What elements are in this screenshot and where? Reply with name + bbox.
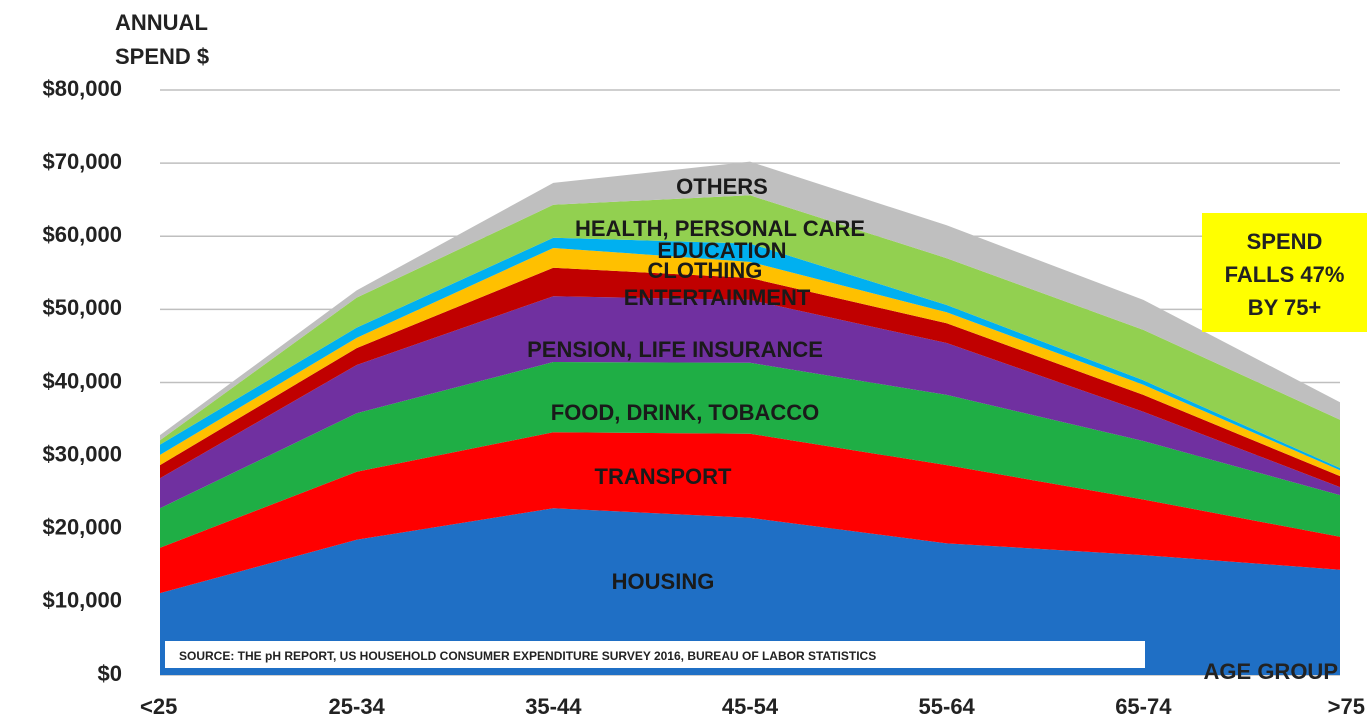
area-segment (160, 362, 1340, 548)
area-label: HEALTH, PERSONAL CARE (575, 216, 865, 241)
source-note: SOURCE: THE pH REPORT, US HOUSEHOLD CONS… (165, 641, 1145, 668)
area-label: EDUCATION (657, 238, 786, 263)
area-label: HOUSING (612, 569, 715, 594)
area-segment (160, 296, 1340, 509)
y-tick-label: $50,000 (42, 295, 122, 320)
x-tick-label: <25 (140, 694, 177, 719)
area-label: ENTERTAINMENT (624, 285, 811, 310)
area-segment (160, 267, 1340, 488)
annotation: SPEND FALLS 47% BY 75+ (1202, 213, 1367, 332)
y-tick-label: $20,000 (42, 515, 122, 540)
area-segment (160, 195, 1340, 469)
y-tick-label: $40,000 (42, 368, 122, 393)
y-tick-label: $60,000 (42, 222, 122, 247)
y-tick-label: $70,000 (42, 149, 122, 174)
area-segment (160, 508, 1340, 675)
y-tick-label: $10,000 (42, 588, 122, 613)
x-tick-label: 25-34 (329, 694, 386, 719)
x-axis-label: AGE GROUP (1204, 659, 1338, 684)
area-label: CLOTHING (648, 258, 763, 283)
x-tick-label: 65-74 (1115, 694, 1172, 719)
x-tick-label: 35-44 (525, 694, 582, 719)
area-label: TRANSPORT (595, 464, 732, 489)
x-tick-label: 55-64 (919, 694, 976, 719)
y-tick-label: $30,000 (42, 441, 122, 466)
area-segment (160, 247, 1340, 477)
area-label: OTHERS (676, 174, 768, 199)
y-tick-label: $0 (98, 661, 122, 686)
x-tick-label: 45-54 (722, 694, 779, 719)
area-label: FOOD, DRINK, TOBACCO (551, 400, 819, 425)
x-tick-label: >75 (1328, 694, 1365, 719)
y-axis-label: ANNUAL SPEND $ (115, 10, 210, 69)
area-segment (160, 432, 1340, 594)
y-tick-label: $80,000 (42, 76, 122, 101)
area-segment (160, 161, 1340, 441)
area-label: PENSION, LIFE INSURANCE (527, 337, 823, 362)
